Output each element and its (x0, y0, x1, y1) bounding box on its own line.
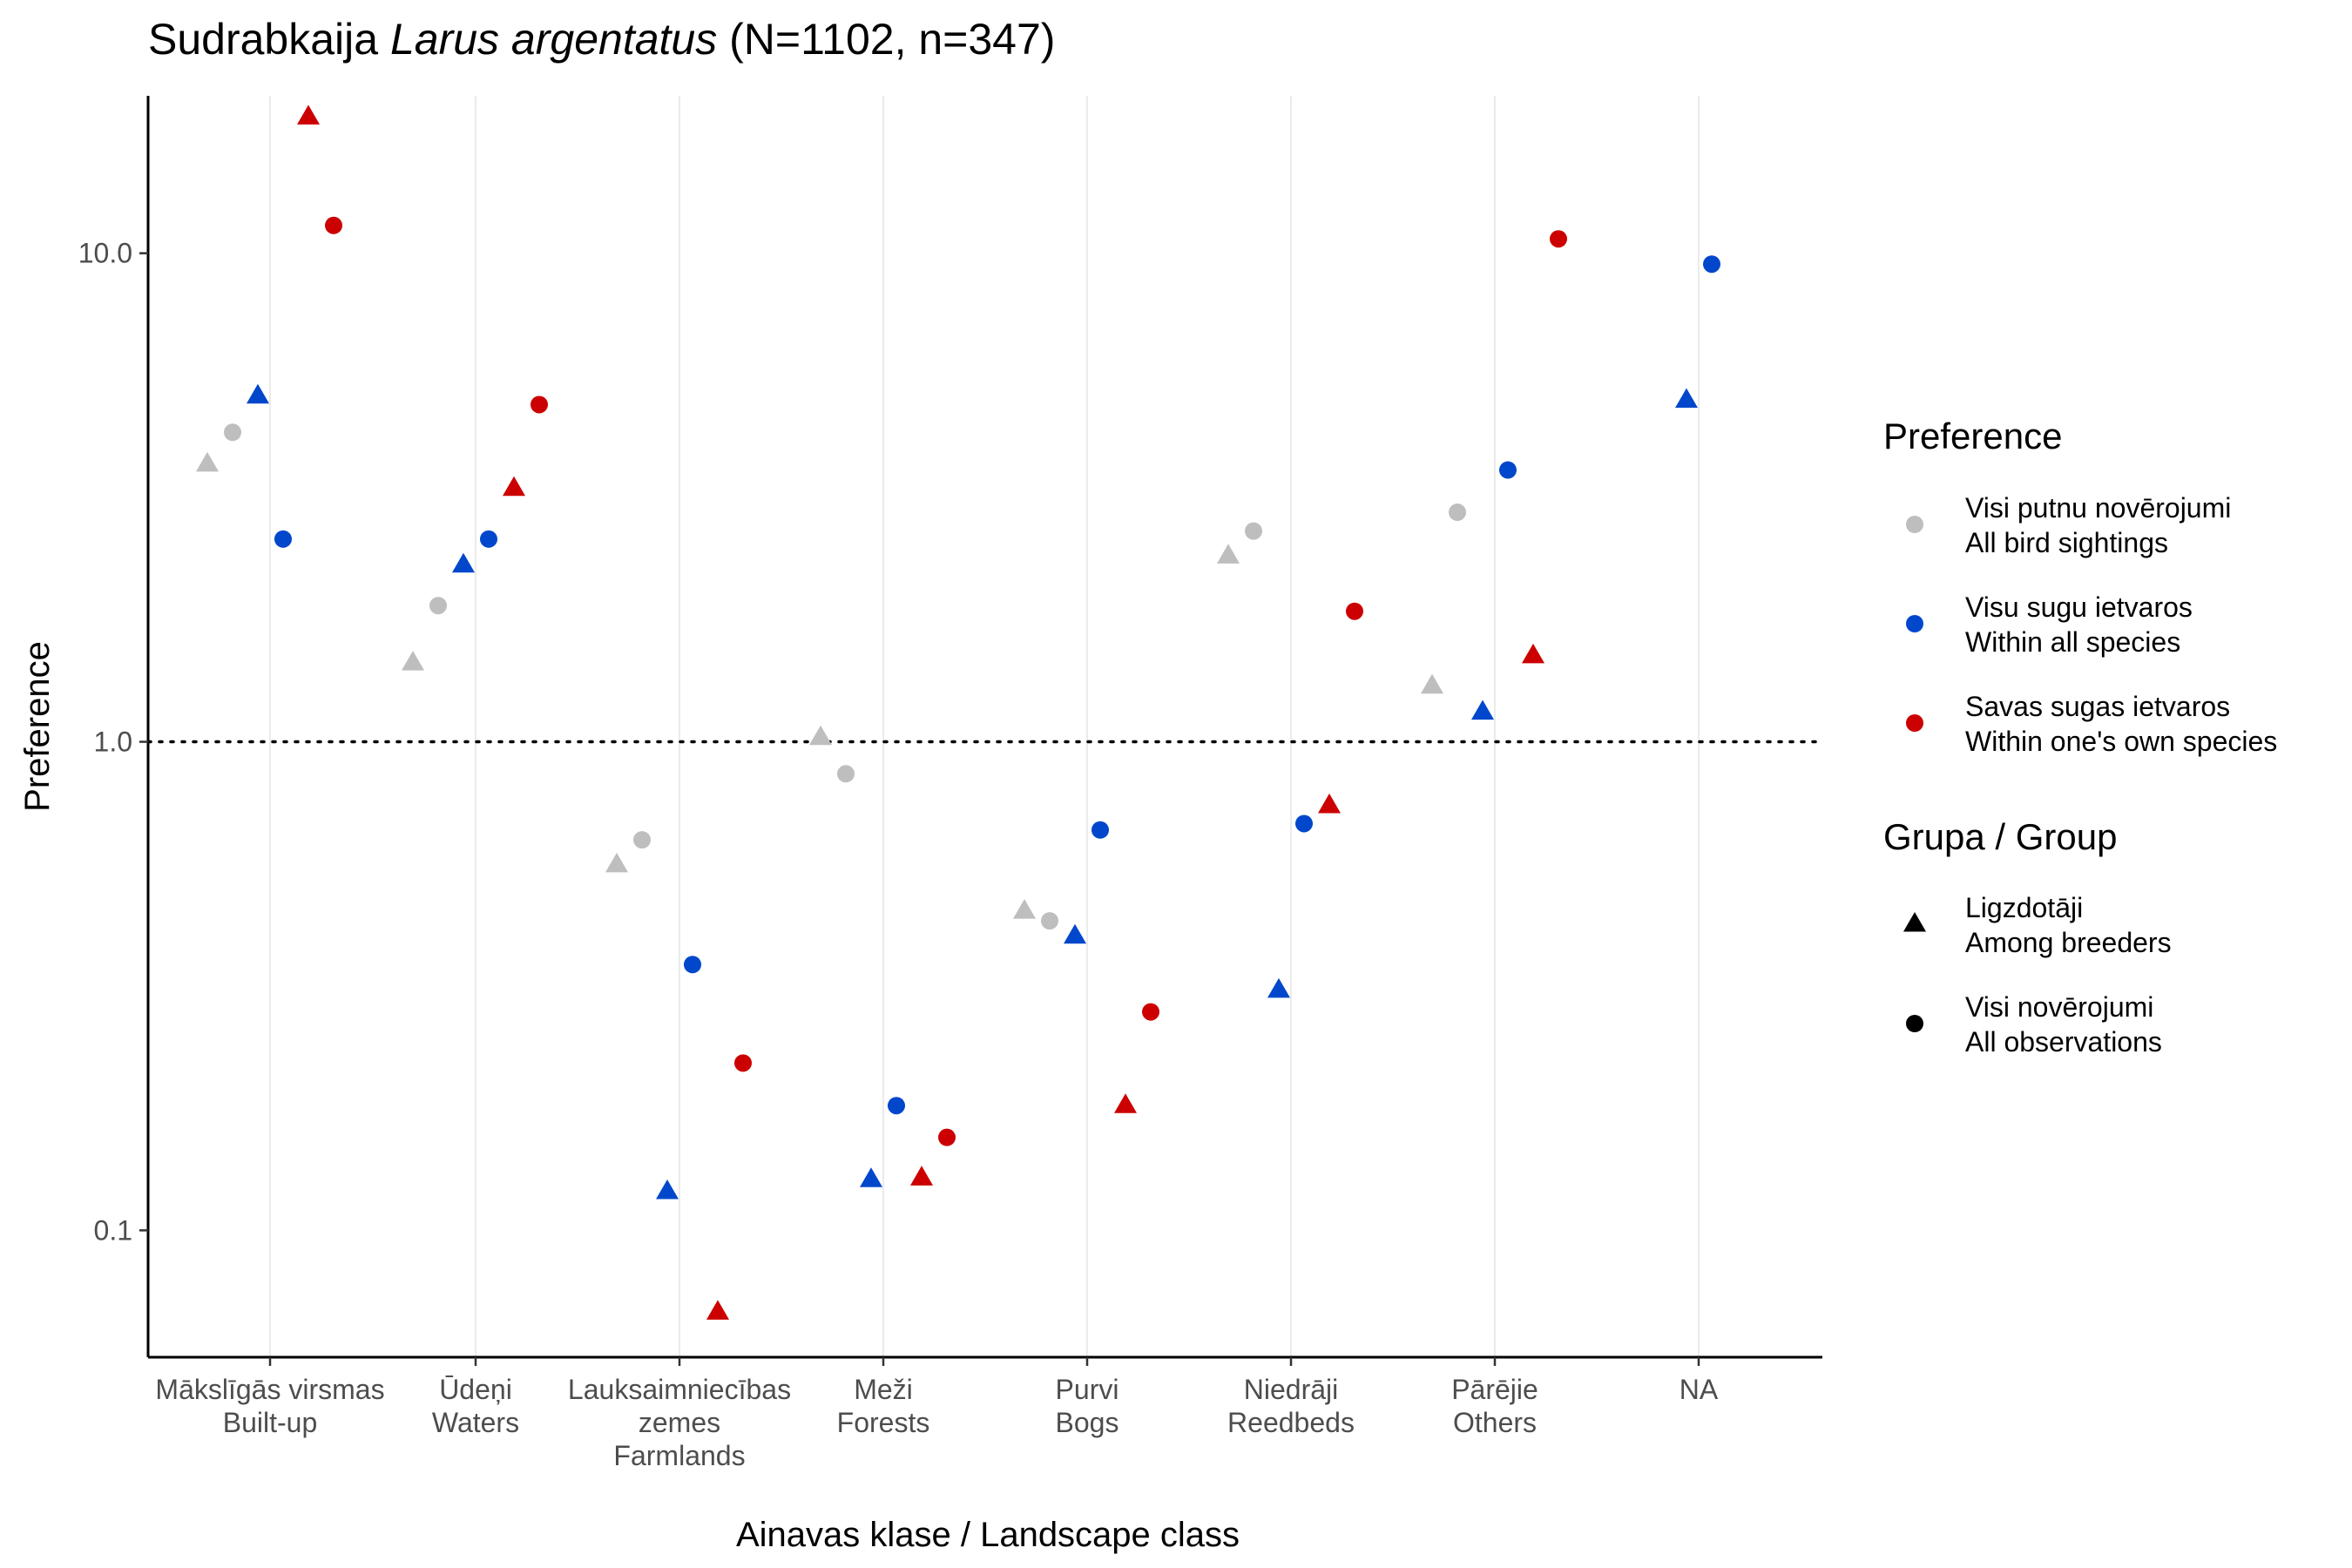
point-others-all_bird-breeders (1421, 673, 1443, 694)
y-axis-title: Preference (18, 641, 57, 812)
legend-title-group: Grupa / Group (1883, 816, 2117, 857)
x-tick-label-reedbeds: Niedrāji Reedbeds (1227, 1374, 1355, 1438)
legend-label-own_species: Savas sugas ietvaros Within one's own spe… (1965, 691, 2277, 757)
y-axis-ticks: 0.1 1.0 10.0 (78, 238, 148, 1246)
x-tick-label-forests: Meži Forests (837, 1374, 930, 1438)
point-farmlands-all_bird-breeders (605, 852, 628, 873)
point-na-all_species-all (1703, 255, 1720, 274)
legend-key-all_species (1906, 615, 1923, 632)
data-points (196, 105, 1720, 1320)
point-reedbeds-own_species-breeders (1318, 793, 1341, 814)
legend-key-own_species (1906, 714, 1923, 732)
legend-label-all_bird: Visi putnu novērojumi All bird sightings (1965, 492, 2231, 558)
point-bogs-all_species-all (1092, 821, 1109, 839)
point-forests-all_bird-all (837, 765, 855, 783)
legend-key-triangle (1903, 912, 1926, 932)
legend-title-preference: Preference (1883, 416, 2062, 456)
point-waters-all_species-all (480, 530, 497, 548)
legend-label-triangle: Ligzdotāji Among breeders (1965, 892, 2172, 958)
point-farmlands-own_species-all (734, 1054, 752, 1072)
x-tick-label-na: NA (1680, 1374, 1719, 1405)
point-reedbeds-all_species-all (1295, 814, 1313, 833)
point-bogs-own_species-all (1142, 1003, 1159, 1021)
point-reedbeds-own_species-all (1346, 602, 1363, 620)
chart-title-prefix: Sudrabkaija (148, 15, 390, 64)
legend-key-all_bird (1906, 516, 1923, 533)
point-others-all_species-breeders (1471, 700, 1494, 720)
point-builtup-all_bird-all (224, 423, 241, 442)
axes (146, 96, 1822, 1359)
point-forests-own_species-all (938, 1128, 956, 1146)
point-farmlands-all_bird-all (633, 831, 651, 849)
point-builtup-own_species-all (325, 216, 342, 234)
x-tick-label-builtup: Mākslīgās virsmas Built-up (155, 1374, 384, 1438)
grid-lines (269, 96, 1700, 1357)
point-forests-all_bird-breeders (809, 725, 832, 746)
legend-label-circle: Visi novērojumi All observations (1965, 991, 2162, 1058)
chart-title: Sudrabkaija Larus argentatus (N=1102, n=… (148, 15, 1055, 64)
x-tick-label-bogs: Purvi Bogs (1056, 1374, 1119, 1438)
point-others-own_species-all (1550, 230, 1567, 248)
point-bogs-all_bird-all (1041, 912, 1058, 930)
legend-label-all_species: Visu sugu ietvaros Within all species (1965, 591, 2193, 658)
x-axis-title: Ainavas klase / Landscape class (736, 1516, 1240, 1554)
point-others-own_species-breeders (1522, 643, 1544, 664)
y-tick-label: 1.0 (94, 727, 132, 758)
point-waters-all_bird-all (429, 597, 447, 615)
point-others-all_bird-all (1449, 504, 1466, 522)
x-tick-label-farmlands: Lauksaimniecības zemes Farmlands (568, 1374, 791, 1471)
point-bogs-own_species-breeders (1114, 1093, 1137, 1113)
x-tick-label-waters: Ūdeņi Waters (432, 1374, 519, 1438)
point-reedbeds-all_bird-all (1245, 522, 1262, 540)
y-tick-label: 10.0 (78, 238, 132, 269)
legend-items: Visi putnu novērojumi All bird sightings V… (1903, 492, 2277, 1058)
chart-title-suffix: (N=1102, n=347) (717, 15, 1055, 64)
point-builtup-own_species-breeders (297, 105, 320, 125)
point-waters-own_species-breeders (503, 476, 525, 497)
chart-title-species: Larus argentatus (390, 15, 717, 64)
point-na-all_species-breeders (1675, 388, 1698, 409)
point-builtup-all_species-breeders (247, 383, 269, 404)
point-forests-all_species-all (888, 1097, 905, 1115)
point-waters-own_species-all (531, 395, 548, 414)
point-farmlands-all_species-breeders (656, 1179, 679, 1200)
x-axis-ticks: Mākslīgās virsmas Built-up Ūdeņi Waters Lauk… (155, 1357, 1719, 1471)
point-farmlands-own_species-breeders (706, 1300, 729, 1320)
point-bogs-all_bird-breeders (1013, 899, 1036, 919)
point-reedbeds-all_species-breeders (1267, 977, 1290, 998)
legend: Preference Grupa / Group Visi putnu novē… (1883, 416, 2277, 1058)
point-waters-all_species-breeders (452, 552, 475, 573)
y-tick-label: 0.1 (94, 1214, 132, 1246)
point-forests-own_species-breeders (910, 1166, 933, 1186)
legend-key-circle (1906, 1015, 1923, 1032)
point-builtup-all_species-all (274, 530, 292, 548)
point-builtup-all_bird-breeders (196, 451, 219, 472)
point-farmlands-all_species-all (684, 956, 701, 974)
point-forests-all_species-breeders (860, 1167, 882, 1187)
point-bogs-all_species-breeders (1064, 923, 1086, 944)
point-others-all_species-all (1499, 461, 1517, 479)
point-reedbeds-all_bird-breeders (1217, 544, 1240, 564)
point-waters-all_bird-breeders (402, 651, 424, 671)
x-tick-label-others: Pārējie Others (1451, 1374, 1538, 1438)
